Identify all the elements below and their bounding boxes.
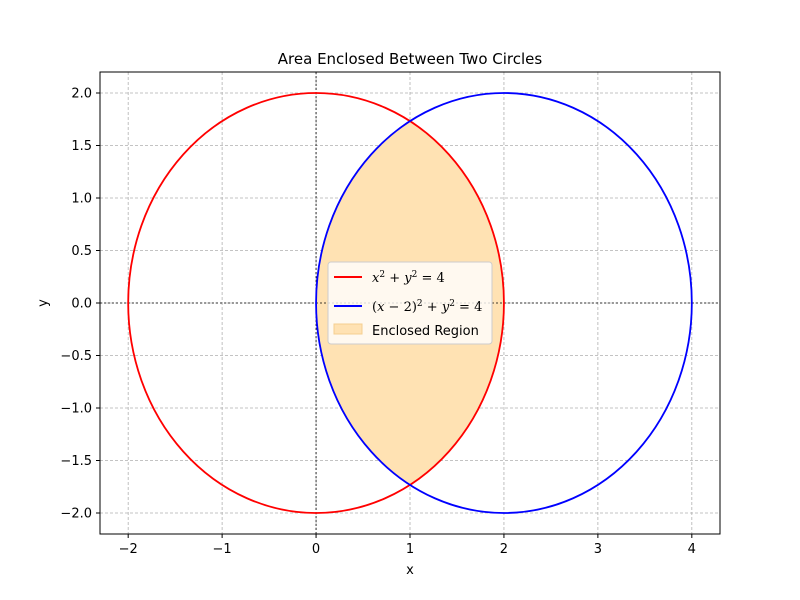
legend-label-series-1: (x − 2)2 + y2 = 4 (372, 299, 482, 315)
y-axis-label: y (36, 299, 51, 307)
chart-title: Area Enclosed Between Two Circles (278, 50, 543, 68)
y-tick-label-2: −1.0 (60, 402, 92, 417)
y-tick-label-6: 1.0 (71, 192, 92, 207)
y-tick-label-4: 0.0 (71, 297, 92, 312)
y-tick-label-7: 1.5 (71, 139, 92, 154)
x-tick-label-0: −2 (119, 542, 138, 557)
y-tick-label-5: 0.5 (71, 244, 92, 259)
x-tick-label-5: 3 (594, 542, 602, 557)
ticks: −2 −1 0 1 2 3 4 −2.0 −1.5 −1.0 −0.5 0.0 0.5 1.0 1.5 2.0 (60, 87, 696, 558)
y-tick-label-0: −2.0 (60, 507, 92, 522)
x-tick-label-4: 2 (500, 542, 508, 557)
legend-label-enclosed-region: Enclosed Region (372, 324, 479, 339)
legend: x2 + y2 = 4 (x − 2)2 + y2 = 4 Enclosed R… (327, 261, 493, 345)
y-tick-label-8: 2.0 (71, 87, 92, 102)
legend-box (327, 261, 493, 345)
x-tick-label-3: 1 (406, 542, 414, 557)
x-tick-label-2: 0 (312, 542, 320, 557)
x-tick-label-1: −1 (213, 542, 232, 557)
legend-label-series-0: x2 + y2 = 4 (372, 270, 445, 286)
series-curve-0 (127, 92, 505, 514)
curves (127, 92, 693, 514)
y-tick-label-1: −1.5 (60, 454, 92, 469)
legend-swatch-enclosed-region (333, 323, 363, 335)
series-curve-1 (315, 92, 693, 514)
x-tick-label-6: 4 (688, 542, 696, 557)
y-tick-label-3: −0.5 (60, 349, 92, 364)
x-axis-label: x (406, 563, 414, 578)
